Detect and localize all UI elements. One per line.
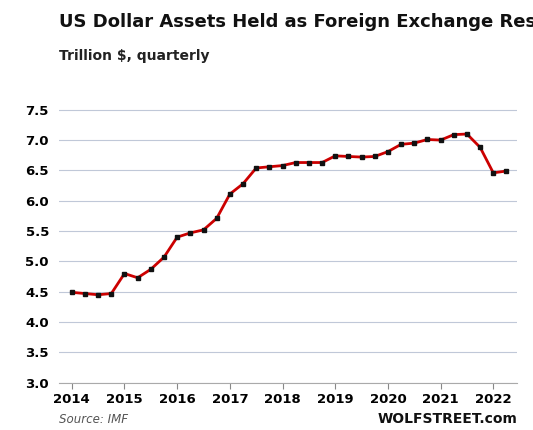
Text: Trillion $, quarterly: Trillion $, quarterly <box>59 49 209 64</box>
Text: Source: IMF: Source: IMF <box>59 413 127 426</box>
Text: WOLFSTREET.com: WOLFSTREET.com <box>377 412 517 426</box>
Text: US Dollar Assets Held as Foreign Exchange Reserves: US Dollar Assets Held as Foreign Exchang… <box>59 13 533 31</box>
